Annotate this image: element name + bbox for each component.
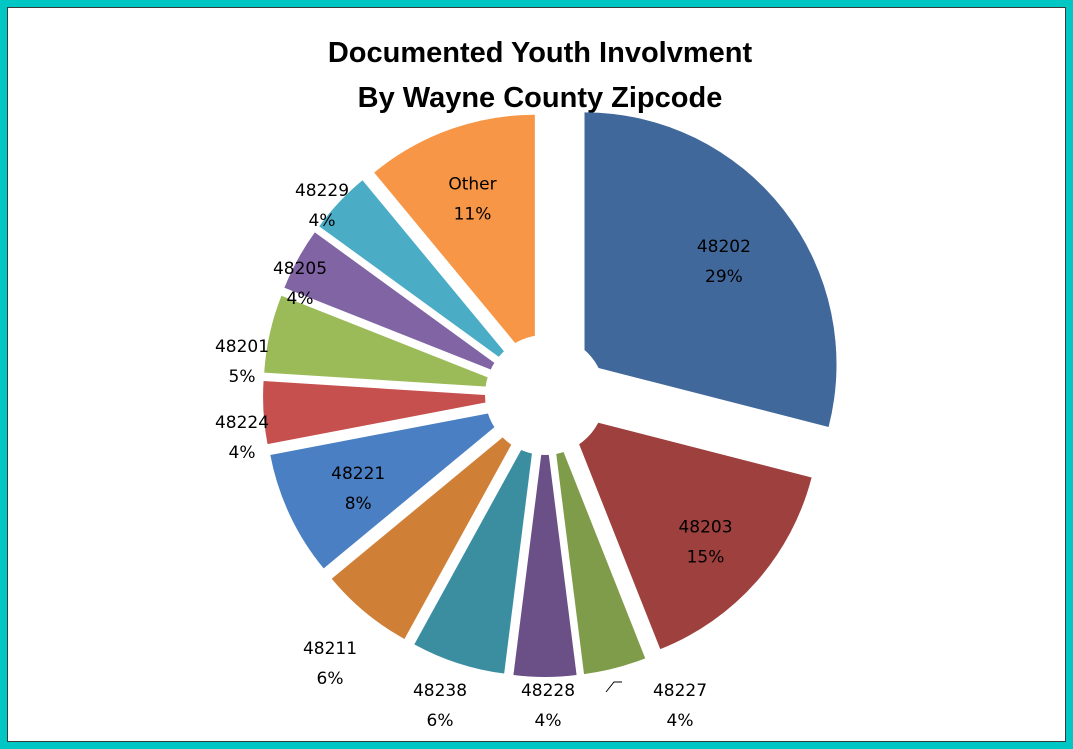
chart-title-line-2: By Wayne County Zipcode xyxy=(358,82,723,114)
label-48227-percent: 4% xyxy=(667,711,694,731)
slice-48224 xyxy=(263,381,516,445)
label-48229-name: 48229 xyxy=(295,181,349,201)
label-48238-percent: 6% xyxy=(427,711,454,731)
label-48229-percent: 4% xyxy=(309,211,336,231)
label-48205-percent: 4% xyxy=(287,289,314,309)
label-48238-name: 48238 xyxy=(413,681,467,701)
label-48228-percent: 4% xyxy=(535,711,562,731)
label-48202-name: 48202 xyxy=(697,237,751,257)
slice-48221 xyxy=(270,407,518,569)
label-other-percent: 11% xyxy=(454,205,492,225)
label-48221-name: 48221 xyxy=(331,464,385,484)
label-other-name: Other xyxy=(448,175,496,195)
chart-title-line-1: Documented Youth Involvment xyxy=(328,37,753,69)
label-48224-percent: 4% xyxy=(229,443,256,463)
slice-48228 xyxy=(513,425,577,677)
slice-48238 xyxy=(414,423,536,674)
label-48203-name: 48203 xyxy=(678,518,732,538)
slice-other xyxy=(374,114,535,367)
label-48228-name: 48228 xyxy=(521,681,575,701)
label-48202-percent: 29% xyxy=(705,267,743,287)
slice-48227 xyxy=(552,424,646,675)
slice-48205 xyxy=(284,232,519,381)
slice-48203 xyxy=(567,414,812,650)
label-48227-name: 48227 xyxy=(653,681,707,701)
data-labels: 48202 29% 48203 15% 48227 4% 48228 4% 48238 6% 482… xyxy=(215,175,751,731)
label-48201-percent: 5% xyxy=(229,367,256,387)
slice-48211 xyxy=(331,418,526,639)
slice-48202 xyxy=(584,112,837,428)
label-48211-percent: 6% xyxy=(317,669,344,689)
label-48221-percent: 8% xyxy=(345,494,372,514)
slice-48201 xyxy=(264,295,516,389)
label-48211-name: 48211 xyxy=(303,639,357,659)
label-48224-name: 48224 xyxy=(215,413,269,433)
label-48205-name: 48205 xyxy=(273,259,327,279)
chart-area: Documented Youth Involvment By Wayne Cou… xyxy=(7,7,1066,742)
pie-slices xyxy=(263,112,837,677)
leader-line-48227 xyxy=(605,681,622,693)
slice-48229 xyxy=(319,180,524,375)
label-48201-name: 48201 xyxy=(215,337,269,357)
label-48203-percent: 15% xyxy=(687,548,725,568)
pie-center-gap xyxy=(485,335,605,455)
leader-lines xyxy=(605,681,622,693)
